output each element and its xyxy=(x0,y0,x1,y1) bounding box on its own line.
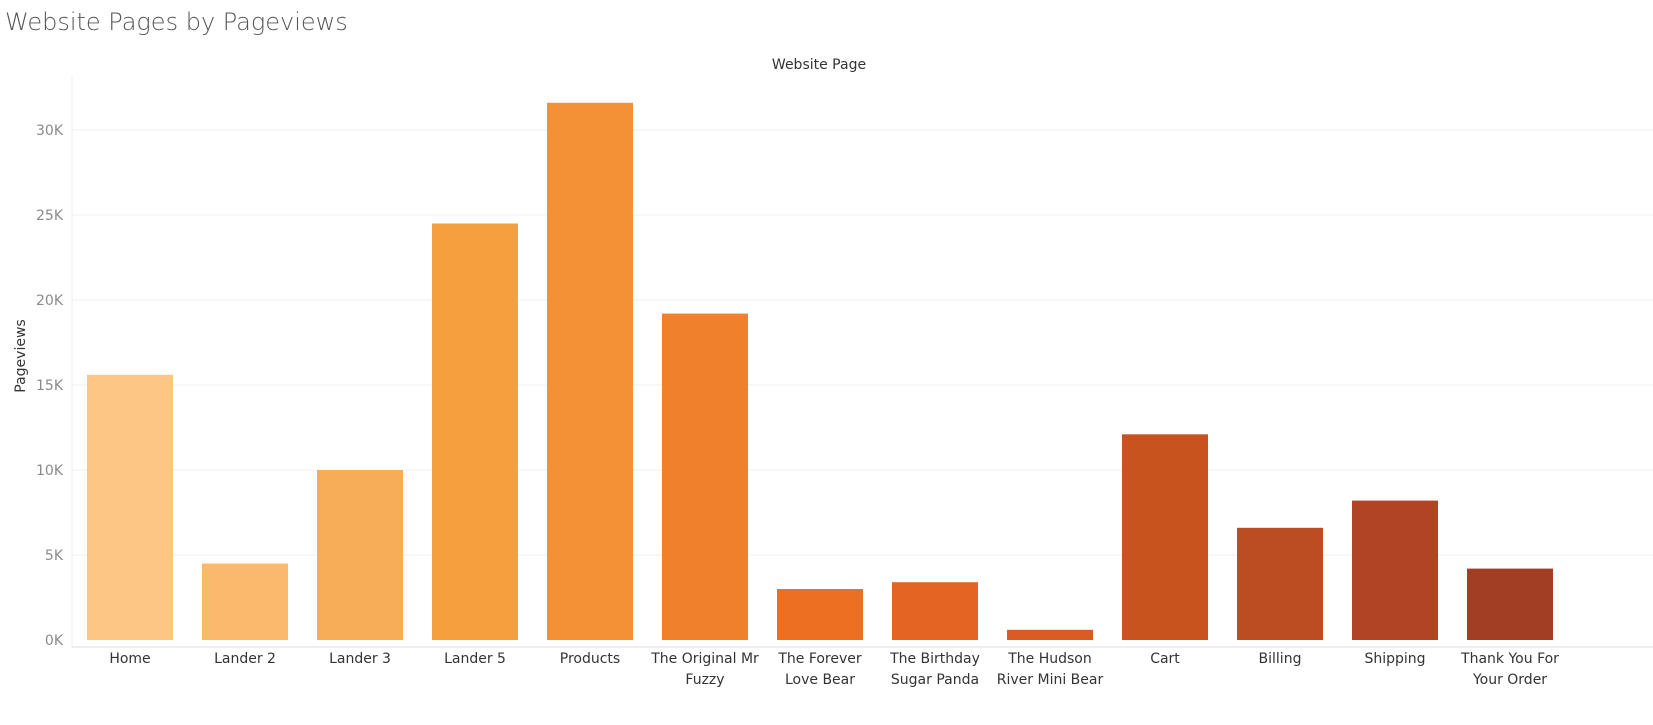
bar[interactable] xyxy=(892,582,978,640)
x-tick-label: Thank You For xyxy=(1460,651,1559,667)
y-tick-label: 15K xyxy=(36,378,64,394)
x-tick-label: Sugar Panda xyxy=(891,672,979,688)
bar[interactable] xyxy=(202,563,288,641)
bar[interactable] xyxy=(777,589,863,640)
x-tick-label: The Birthday xyxy=(889,651,980,667)
x-tick-label: Lander 2 xyxy=(214,651,276,667)
bar[interactable] xyxy=(1352,500,1438,640)
bar[interactable] xyxy=(1237,527,1323,640)
x-tick-label: The Forever xyxy=(777,651,862,667)
bar[interactable] xyxy=(1467,568,1553,640)
bar[interactable] xyxy=(1122,434,1208,640)
gridlines xyxy=(72,129,1653,556)
x-tick-label: Lander 5 xyxy=(444,651,506,667)
x-tick-label: Lander 3 xyxy=(329,651,391,667)
y-tick-label: 30K xyxy=(36,123,64,139)
x-tick-label: Your Order xyxy=(1472,672,1547,688)
y-tick-label: 5K xyxy=(45,548,64,564)
bar[interactable] xyxy=(662,313,748,640)
x-tick-label: Love Bear xyxy=(785,672,855,688)
y-tick-label: 20K xyxy=(36,293,64,309)
y-tick-label: 25K xyxy=(36,208,64,224)
y-axis-title: Pageviews xyxy=(13,319,29,392)
x-tick-label: River Mini Bear xyxy=(997,672,1104,688)
bar[interactable] xyxy=(87,374,173,640)
bar[interactable] xyxy=(547,102,633,641)
x-axis-labels: Home Lander 2 Lander 3 Lander 5 Products The … xyxy=(109,651,1559,688)
x-tick-label: The Hudson xyxy=(1007,651,1092,667)
x-tick-label: Shipping xyxy=(1364,651,1425,667)
bars xyxy=(87,102,1553,641)
x-tick-label: The Original Mr xyxy=(650,651,759,667)
x-tick-label: Fuzzy xyxy=(685,672,724,688)
bar[interactable] xyxy=(432,223,518,641)
x-axis-title: Website Page xyxy=(772,57,866,73)
x-tick-label: Products xyxy=(560,651,620,667)
x-tick-label: Home xyxy=(109,651,150,667)
x-tick-label: Billing xyxy=(1259,651,1302,667)
bar[interactable] xyxy=(317,470,403,640)
y-tick-label: 0K xyxy=(45,633,64,649)
y-axis-ticks: 0K 5K 10K 15K 20K 25K 30K xyxy=(36,123,64,649)
x-tick-label: Cart xyxy=(1150,651,1180,667)
chart-title: Website Pages by Pageviews xyxy=(5,8,348,36)
bar[interactable] xyxy=(1007,629,1093,640)
y-tick-label: 10K xyxy=(36,463,64,479)
